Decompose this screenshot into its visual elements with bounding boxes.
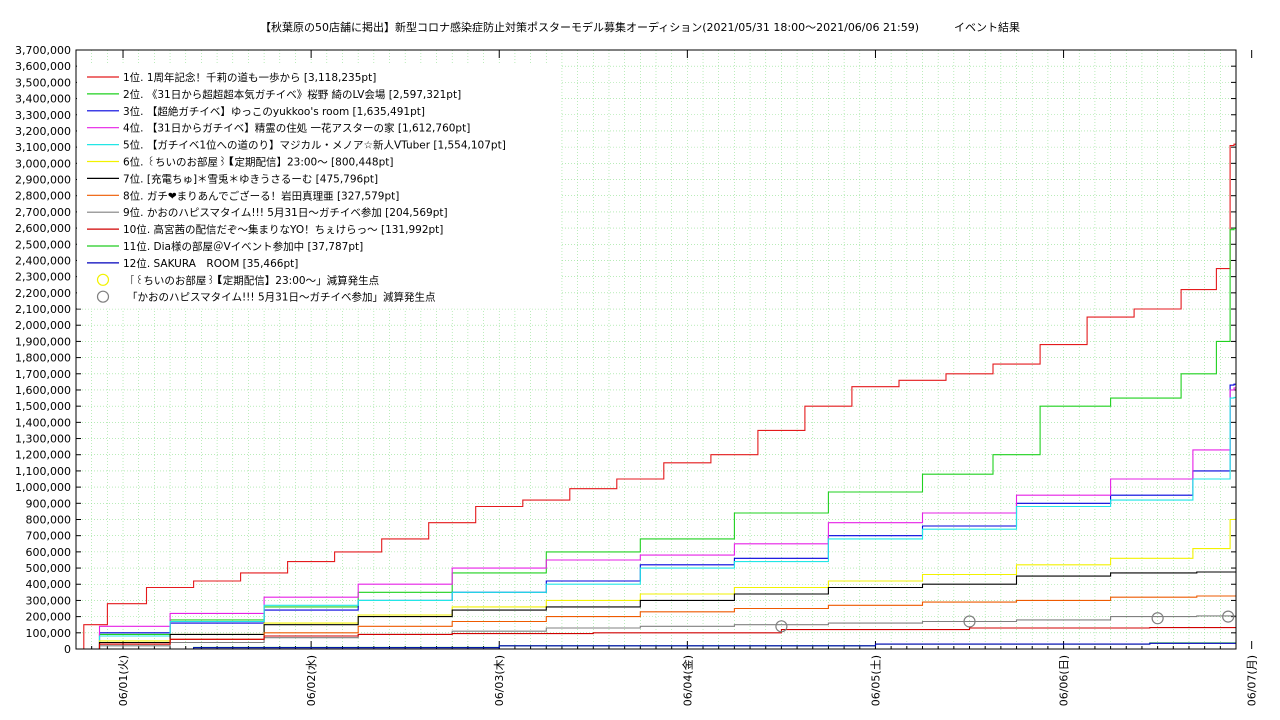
series-line-1 xyxy=(76,143,1236,650)
x-tick-label: 06/06(日) xyxy=(1058,655,1071,706)
legend-label: 11位. Dia様の部屋＠Vイベント参加中 [37,787pt] xyxy=(123,240,363,253)
y-tick-label: 200,000 xyxy=(26,611,72,624)
y-tick-label: 1,200,000 xyxy=(15,449,71,462)
y-tick-label: 800,000 xyxy=(26,513,72,526)
y-tick-label: 2,800,000 xyxy=(15,190,71,203)
subtraction-point-marker xyxy=(775,620,788,633)
legend-label: 12位. SAKURA ROOM [35,466pt] xyxy=(123,257,298,270)
legend: 1位. 1周年記念！千莉の道も一歩から [3,118,235pt] 2位. 《31… xyxy=(87,71,506,304)
y-tick-label: 1,500,000 xyxy=(15,400,71,413)
chart-title: 【秋葉原の50店舗に掲出】新型コロナ感染症防止対策ポスターモデル募集オーディショ… xyxy=(260,21,1020,34)
series-line-12 xyxy=(76,642,1236,650)
series-line-5 xyxy=(76,396,1236,650)
x-tick-label: 06/07(月) xyxy=(1246,655,1259,706)
legend-label: 8位. ガチ❤まりあんでござーる！岩田真理亜 [327,579pt] xyxy=(123,189,399,202)
series-lines xyxy=(76,143,1236,650)
x-tick-label: 06/05(土) xyxy=(869,655,882,706)
x-tick-label: 06/01(火) xyxy=(117,655,130,706)
y-tick-label: 3,100,000 xyxy=(15,141,71,154)
series-line-10 xyxy=(76,627,1236,650)
y-tick-label: 1,000,000 xyxy=(15,481,71,494)
legend-label: 10位. 高宮茜の配信だぞ〜集まりなYO！ちぇけらっ〜 [131,992pt] xyxy=(123,223,443,236)
series-line-9 xyxy=(76,615,1236,650)
legend-background xyxy=(77,64,561,309)
legend-label: 7位. [充電ちゅ]＊雪兎＊ゆきうさるーむ [475,796pt] xyxy=(123,172,378,185)
legend-label: 1位. 1周年記念！千莉の道も一歩から [3,118,235pt] xyxy=(123,71,376,84)
y-tick-label: 1,600,000 xyxy=(15,384,71,397)
y-axis: 0 100,000 200,000 300,000 400,000 500,000 600,… xyxy=(15,44,1236,656)
x-tick-label: 06/03(木) xyxy=(493,655,506,706)
y-tick-label: 2,600,000 xyxy=(15,222,71,235)
subtraction-markers xyxy=(775,610,1235,633)
y-tick-label: 2,700,000 xyxy=(15,206,71,219)
y-tick-label: 3,300,000 xyxy=(15,109,71,122)
y-tick-label: 1,100,000 xyxy=(15,465,71,478)
legend-marker-swatch xyxy=(96,273,110,286)
x-tick-label: 06/02(水) xyxy=(305,655,318,706)
y-tick-label: 400,000 xyxy=(26,578,72,591)
y-tick-label: 3,500,000 xyxy=(15,76,71,89)
y-tick-label: 3,700,000 xyxy=(15,44,71,57)
legend-label: 2位. 《31日から超超超本気ガチイベ》桜野 綺のLV会場 [2,597,321… xyxy=(123,88,461,101)
y-tick-label: 2,200,000 xyxy=(15,287,71,300)
y-tick-label: 1,900,000 xyxy=(15,335,71,348)
legend-label: 「꒰ちいのお部屋꒱【定期配信】23:00〜」減算発生点 xyxy=(127,274,379,287)
y-tick-label: 2,400,000 xyxy=(15,254,71,267)
y-tick-label: 0 xyxy=(64,643,71,656)
y-tick-label: 2,100,000 xyxy=(15,303,71,316)
legend-label: 「かおのハピスマタイム!!! 5月31日〜ガチイベ参加」減算発生点 xyxy=(127,291,435,304)
series-line-7 xyxy=(76,571,1236,650)
subtraction-point-marker xyxy=(1151,612,1164,625)
y-tick-label: 3,200,000 xyxy=(15,125,71,138)
legend-label: 9位. かおのハピスマタイム!!! 5月31日〜ガチイベ参加 [204,569p… xyxy=(123,206,448,219)
plot-frame xyxy=(75,49,1237,650)
y-tick-label: 2,900,000 xyxy=(15,174,71,187)
y-tick-label: 1,700,000 xyxy=(15,368,71,381)
subtraction-point-marker xyxy=(963,615,976,628)
y-tick-label: 900,000 xyxy=(26,497,72,510)
x-tick-label: 06/04(金) xyxy=(680,655,694,706)
legend-label: 3位. 【超絶ガチイベ】ゆっこのyukkoo's room [1,635,491… xyxy=(123,105,425,118)
series-line-3 xyxy=(76,383,1236,650)
y-tick-label: 3,000,000 xyxy=(15,157,71,170)
y-tick-label: 1,800,000 xyxy=(15,352,71,365)
y-tick-label: 300,000 xyxy=(26,594,72,607)
y-tick-label: 100,000 xyxy=(26,627,72,640)
y-tick-label: 3,400,000 xyxy=(15,93,71,106)
y-tick-label: 2,000,000 xyxy=(15,319,71,332)
series-line-2 xyxy=(76,227,1236,650)
y-tick-label: 1,300,000 xyxy=(15,433,71,446)
legend-label: 5位. 【ガチイベ1位への道のり】マジカル・メノア☆新人VTuber [1,55… xyxy=(123,139,506,152)
y-tick-label: 1,400,000 xyxy=(15,416,71,429)
legend-marker-swatch xyxy=(96,290,110,303)
y-tick-label: 2,500,000 xyxy=(15,238,71,251)
subtraction-point-marker xyxy=(1222,610,1235,623)
y-tick-label: 700,000 xyxy=(26,530,72,543)
legend-label: 6位. ꒰ちいのお部屋꒱【定期配信】23:00〜 [800,448pt] xyxy=(123,156,393,169)
y-tick-label: 2,300,000 xyxy=(15,271,71,284)
legend-label: 4位. 【31日からガチイベ】精霊の住処 一花アスターの家 [1,612,760… xyxy=(123,122,470,135)
y-tick-label: 3,600,000 xyxy=(15,60,71,73)
y-tick-label: 500,000 xyxy=(26,562,72,575)
y-tick-label: 600,000 xyxy=(26,546,72,559)
